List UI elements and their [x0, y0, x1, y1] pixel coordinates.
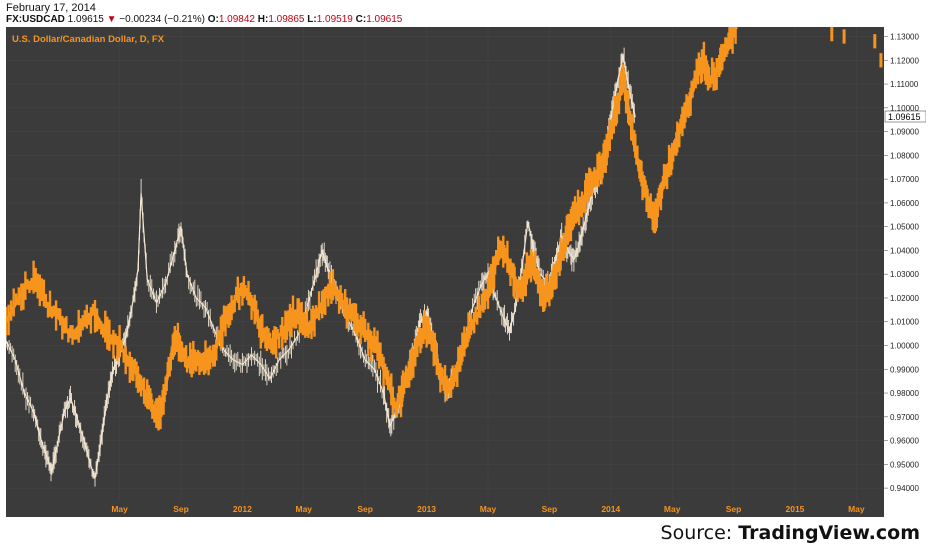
open-value: 1.09842 — [218, 14, 255, 25]
price-tag-text: 1.09615 — [888, 112, 921, 122]
gridlines — [6, 27, 884, 500]
source-credit: Source: TradingView.com — [661, 522, 920, 544]
y-tick-label: 1.07000 — [890, 175, 919, 184]
y-tick-label: 1.02000 — [890, 294, 919, 303]
low-value: 1.09519 — [316, 14, 353, 25]
y-tick-label: 1.08000 — [890, 151, 919, 160]
series-1 — [6, 27, 738, 431]
y-tick-label: 1.13000 — [890, 33, 919, 42]
close-label: C: — [355, 14, 367, 25]
y-tick-label: 1.05000 — [890, 223, 919, 232]
price-chart[interactable]: 0.94000 0.95000 0.96000 0.97000 0.98000 0.990… — [6, 27, 926, 517]
chart-title: U.S. Dollar/Canadian Dollar, D, FX — [12, 34, 165, 45]
close-value: 1.09615 — [366, 14, 403, 25]
x-tick-label: May — [480, 504, 497, 514]
high-value: 1.09865 — [268, 14, 305, 25]
x-tick-label: 2012 — [233, 504, 252, 514]
low-label: L: — [307, 14, 317, 25]
source-prefix: Source: — [660, 522, 739, 544]
x-axis-strip — [6, 500, 884, 517]
y-tick-label: 0.99000 — [890, 365, 919, 374]
y-axis-strip — [884, 27, 926, 517]
plot-background — [6, 27, 884, 500]
y-tick-label: 1.09000 — [890, 128, 919, 137]
y-tick-label: 1.10000 — [890, 104, 919, 113]
y-tick-label: 1.03000 — [890, 270, 919, 279]
y-tick-label: 0.97000 — [890, 413, 919, 422]
y-tick-label: 1.00000 — [890, 342, 919, 351]
x-tick-label: Sep — [726, 504, 742, 514]
y-axis: 0.94000 0.95000 0.96000 0.97000 0.98000 0.990… — [884, 33, 919, 493]
y-tick-label: 0.94000 — [890, 484, 919, 493]
x-tick-label: Sep — [173, 504, 189, 514]
price-tag-box — [884, 110, 926, 123]
x-axis: May Sep 2012 May Sep 2013 May Sep 2014 May Sep 2015… — [111, 504, 865, 514]
open-label: O: — [207, 14, 219, 25]
x-tick-label: May — [296, 504, 313, 514]
y-tick-label: 0.96000 — [890, 437, 919, 446]
symbol-label: FX:USDCAD — [6, 14, 65, 25]
last-price: 1.09615 — [67, 14, 104, 25]
x-tick-label: May — [848, 504, 865, 514]
high-label: H: — [257, 14, 269, 25]
x-tick-label: Sep — [542, 504, 558, 514]
y-tick-label: 1.04000 — [890, 246, 919, 255]
chart-date: February 17, 2014 — [6, 2, 96, 14]
price-change: −0.00234 (−0.21%) — [119, 14, 205, 25]
y-tick-label: 1.01000 — [890, 318, 919, 327]
down-arrow-icon: ▼ — [106, 14, 117, 25]
x-tick-label: May — [111, 504, 128, 514]
y-tick-label: 1.12000 — [890, 56, 919, 65]
y-tick-label: 0.95000 — [890, 460, 919, 469]
x-tick-label: 2013 — [417, 504, 436, 514]
series-layer — [6, 27, 883, 487]
y-tick-label: 1.11000 — [890, 80, 919, 89]
x-tick-label: Sep — [357, 504, 373, 514]
x-tick-label: 2015 — [786, 504, 805, 514]
quote-bar: FX:USDCAD 1.09615 ▼ −0.00234 (−0.21%) O:… — [6, 14, 402, 25]
price-tag: 1.09615 — [884, 110, 926, 123]
y-tick-label: 1.06000 — [890, 199, 919, 208]
x-tick-label: 2014 — [601, 504, 620, 514]
x-tick-label: May — [664, 504, 681, 514]
source-name: TradingView.com — [738, 522, 920, 544]
y-tick-label: 0.98000 — [890, 389, 919, 398]
